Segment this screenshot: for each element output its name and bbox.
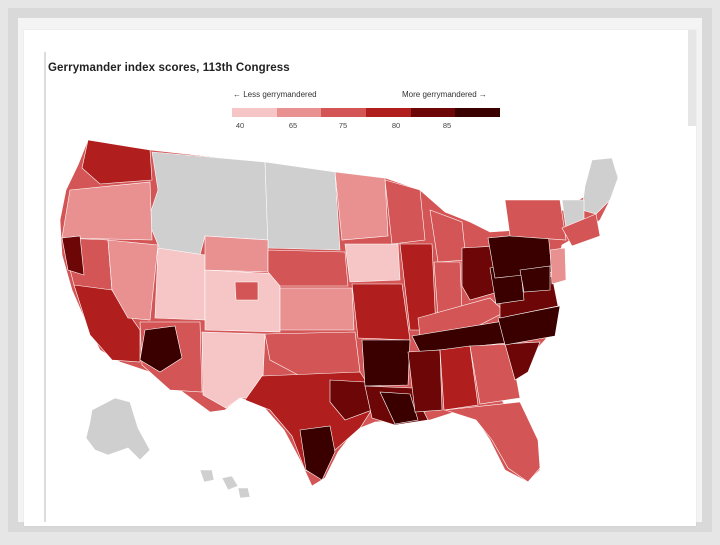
maine-region [581,157,619,215]
louisiana-dark [379,391,419,425]
iowa [344,243,401,283]
kansas [279,287,355,331]
nebraska [267,249,349,287]
legend-tick-85: 85 [442,121,452,130]
texas-south-dark [299,425,336,481]
florida [444,401,541,483]
minnesota [334,171,389,241]
mississippi [407,349,443,413]
missouri [351,283,411,341]
legend-right-label: More gerrymandered → [402,90,487,99]
no-data-states [85,151,619,499]
south-carolina [504,341,541,381]
legend-swatch-1 [232,108,277,117]
legend-tick-65: 65 [288,121,298,130]
arizona-dark [139,325,183,373]
oregon [61,181,153,241]
california-bay [61,235,85,276]
texas-east [329,379,373,421]
legend-color-scale [232,108,501,117]
wisconsin [384,179,426,245]
nevada [107,239,159,321]
alaska [85,397,151,461]
legend-tick-80: 80 [391,121,401,130]
hawaii-1 [199,469,215,483]
dakotas-region [264,161,341,251]
georgia [469,343,521,405]
new-york [504,199,567,241]
legend-swatch-5 [410,108,456,117]
legend-tick-75: 75 [338,121,348,130]
utah [154,247,206,321]
district-regions [61,139,601,483]
slide-edge-gap [688,30,696,126]
maryland [519,265,551,293]
legend-swatch-4 [366,108,411,117]
legend-swatch-6 [455,108,501,117]
colorado [204,269,281,333]
left-divider [44,52,46,522]
hawaii-3 [237,487,251,499]
legend-swatch-2 [276,108,322,117]
wyoming [204,235,269,273]
kentucky [417,297,506,337]
alabama [439,345,479,411]
new-jersey [549,247,567,285]
washington [81,139,153,185]
map-title: Gerrymander index scores, 113th Congress [48,62,290,74]
legend-tick-40: 40 [235,121,245,130]
hawaii-2 [221,475,239,491]
new-england [561,213,601,247]
arkansas [361,339,411,387]
legend-left-label: ← Less gerrymandered [233,90,317,99]
colorado-center [234,281,259,301]
legend-swatch-3 [321,108,367,117]
